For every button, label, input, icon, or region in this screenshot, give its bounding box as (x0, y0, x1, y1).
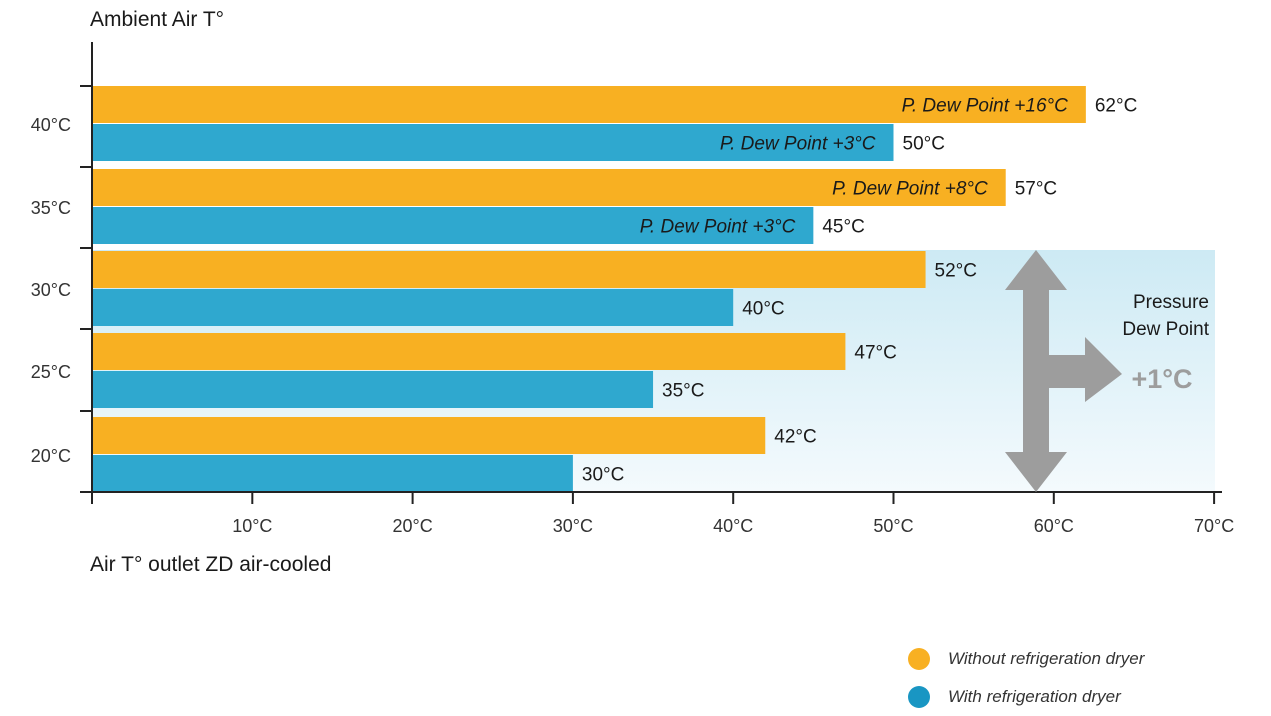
legend-label: Without refrigeration dryer (948, 649, 1145, 668)
bar-value-label: 40°C (742, 299, 784, 320)
legend-item-without-dryer: Without refrigeration dryer (908, 640, 1144, 678)
x-axis-title: Air T° outlet ZD air-cooled (90, 553, 332, 576)
right-arrow-icon (1049, 337, 1122, 402)
bar-value-label: 42°C (774, 427, 816, 448)
x-tick-label: 30°C (553, 516, 593, 536)
x-tick-label: 40°C (713, 516, 753, 536)
bar-with-dryer-4 (92, 455, 573, 492)
bar-value-label: 35°C (662, 381, 704, 402)
bar-with-dryer-1 (92, 207, 814, 244)
annotation-label: Dew Point (1122, 319, 1209, 340)
legend-swatch-with-dryer (908, 686, 930, 708)
legend-item-with-dryer: With refrigeration dryer (908, 678, 1144, 716)
bar-inner-label: P. Dew Point +3°C (720, 134, 876, 155)
x-tick-label: 70°C (1194, 516, 1234, 536)
bar-inner-label: P. Dew Point +16°C (902, 96, 1068, 117)
y-tick-label: 40°C (31, 115, 71, 135)
y-axis-title: Ambient Air T° (90, 8, 225, 31)
bar-value-label: 62°C (1095, 96, 1137, 117)
bar-without-dryer-4 (92, 417, 766, 454)
bar-without-dryer-2 (92, 251, 926, 288)
bar-value-label: 30°C (582, 465, 624, 486)
vertical-double-arrow-icon (1005, 250, 1067, 492)
legend-swatch-without-dryer (908, 648, 930, 670)
y-tick-label: 25°C (31, 362, 71, 382)
bar-inner-label: P. Dew Point +3°C (640, 217, 796, 238)
x-tick-label: 50°C (873, 516, 913, 536)
y-tick-label: 20°C (31, 446, 71, 466)
bar-without-dryer-3 (92, 333, 846, 370)
x-tick-label: 60°C (1034, 516, 1074, 536)
bar-value-label: 57°C (1015, 179, 1057, 200)
bar-inner-label: P. Dew Point +8°C (832, 179, 988, 200)
legend: Without refrigeration dryer With refrige… (908, 640, 1144, 716)
bar-with-dryer-2 (92, 289, 734, 326)
x-tick-label: 20°C (392, 516, 432, 536)
bar-without-dryer-1 (92, 169, 1006, 206)
bar-value-label: 52°C (935, 261, 977, 282)
annotation-value: +1°C (1131, 364, 1192, 394)
y-tick-label: 35°C (31, 198, 71, 218)
bar-value-label: 47°C (854, 343, 896, 364)
annotation-label: Pressure (1133, 292, 1209, 313)
legend-label: With refrigeration dryer (948, 687, 1121, 706)
bar-with-dryer-0 (92, 124, 894, 161)
bar-with-dryer-3 (92, 371, 654, 408)
bar-without-dryer-0 (92, 86, 1086, 123)
bar-value-label: 50°C (903, 134, 945, 155)
bar-value-label: 45°C (822, 217, 864, 238)
y-tick-label: 30°C (31, 280, 71, 300)
x-tick-label: 10°C (232, 516, 272, 536)
